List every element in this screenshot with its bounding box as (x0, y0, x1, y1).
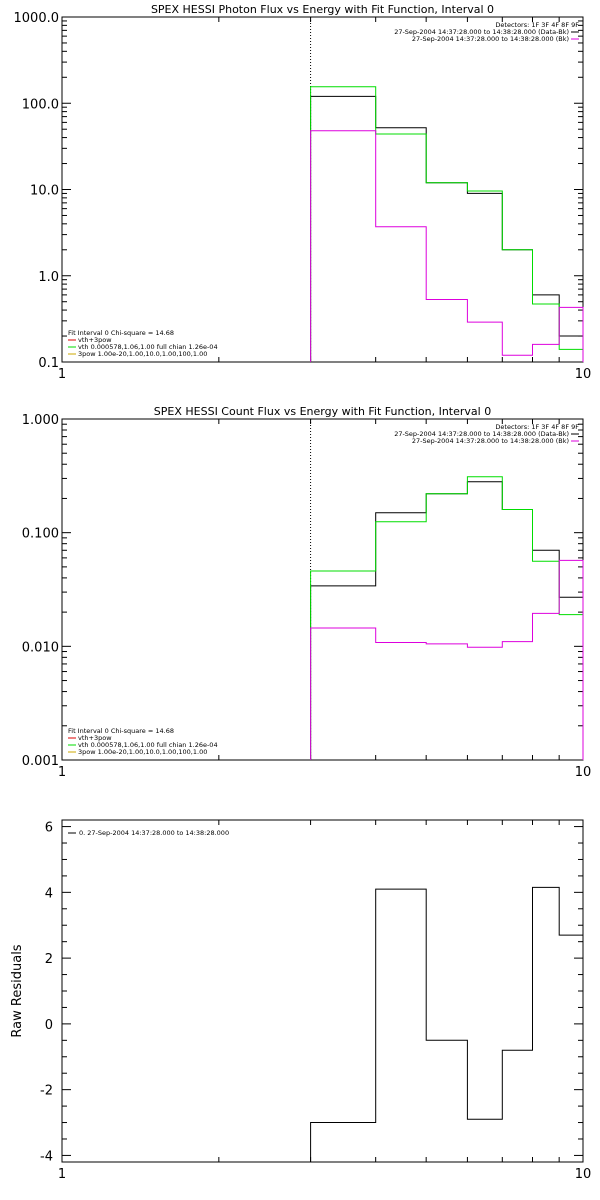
y-tick-label: 1000.0 (14, 11, 60, 26)
y-tick-label: -2 (40, 1084, 53, 1099)
y-tick-label: 1.000 (22, 413, 59, 428)
series-line-3 (310, 130, 584, 362)
series-line-2 (310, 476, 584, 760)
chart-panel-3: 1 10 -4 -2 0 2 4 6 Raw Residuals 0. 27-Sep-2004 1… (10, 819, 592, 1182)
y-tick-label: 0.1 (38, 356, 59, 371)
chart-panel-2: SPEX HESSI Count Flux vs Energy with Fit… (22, 405, 591, 780)
series-line-1 (310, 886, 584, 1162)
plot-frame (61, 16, 584, 363)
legend-label: vth+3pow (78, 336, 112, 344)
legend-label: 27-Sep-2004 14:37:28.000 to 14:38:28.000… (394, 430, 569, 438)
y-tick-label: 0.100 (22, 527, 59, 542)
legend-label: Detectors: 1F 3F 4F 8F 9F (495, 21, 579, 29)
y-tick-label: 0.001 (22, 754, 59, 769)
x-tick-label: 10 (575, 765, 592, 780)
y-tick-label: 10.0 (30, 184, 59, 199)
legend-label: 27-Sep-2004 14:37:28.000 to 14:38:28.000… (412, 35, 569, 43)
x-tick-label: 1 (58, 367, 66, 382)
y-tick-label: 0.010 (22, 640, 59, 655)
legend-label: Fit Interval 0 Chi-square = 14.68 (68, 727, 174, 735)
series-line-3 (310, 559, 584, 760)
legend-label: vth+3pow (78, 734, 112, 742)
legend-label: 27-Sep-2004 14:37:28.000 to 14:38:28.000… (394, 28, 569, 36)
x-tick-label: 10 (575, 1167, 592, 1182)
y-tick-label: 0 (45, 1018, 53, 1033)
legend-label: 3pow 1.00e-20,1.00,10.0,1.00,100,1.00 (78, 350, 207, 358)
y-axis-label: Raw Residuals (10, 944, 25, 1037)
y-tick-label: 4 (45, 886, 53, 901)
x-tick-label: 1 (58, 765, 66, 780)
y-tick-label: -4 (40, 1149, 53, 1164)
chart-title: SPEX HESSI Photon Flux vs Energy with Fi… (151, 3, 494, 16)
plot-frame (61, 418, 584, 761)
legend-label: vth 0.000578,1.06,1.00 full chian 1.26e-… (78, 741, 218, 749)
series-line-2 (310, 86, 584, 362)
legend-label: 0. 27-Sep-2004 14:37:28.000 to 14:38:28.… (79, 829, 229, 837)
x-tick-label: 1 (58, 1167, 66, 1182)
legend-label: vth 0.000578,1.06,1.00 full chian 1.26e-… (78, 343, 218, 351)
x-tick-label: 10 (575, 367, 592, 382)
y-tick-label: 6 (45, 821, 53, 836)
legend-label: 27-Sep-2004 14:37:28.000 to 14:38:28.000… (412, 437, 569, 445)
chart-panel-1: SPEX HESSI Photon Flux vs Energy with Fi… (14, 3, 592, 382)
chart-title: SPEX HESSI Count Flux vs Energy with Fit… (154, 405, 491, 418)
y-tick-label: 100.0 (22, 97, 59, 112)
legend-label: 3pow 1.00e-20,1.00,10.0,1.00,100,1.00 (78, 748, 207, 756)
legend-label: Detectors: 1F 3F 4F 8F 9F (495, 423, 579, 431)
series-line-1 (310, 95, 584, 362)
series-line-1 (310, 481, 584, 760)
plot-frame (61, 819, 584, 1163)
legend-label: Fit Interval 0 Chi-square = 14.68 (68, 329, 174, 337)
y-tick-label: 2 (45, 952, 53, 967)
y-tick-label: 1.0 (38, 270, 59, 285)
